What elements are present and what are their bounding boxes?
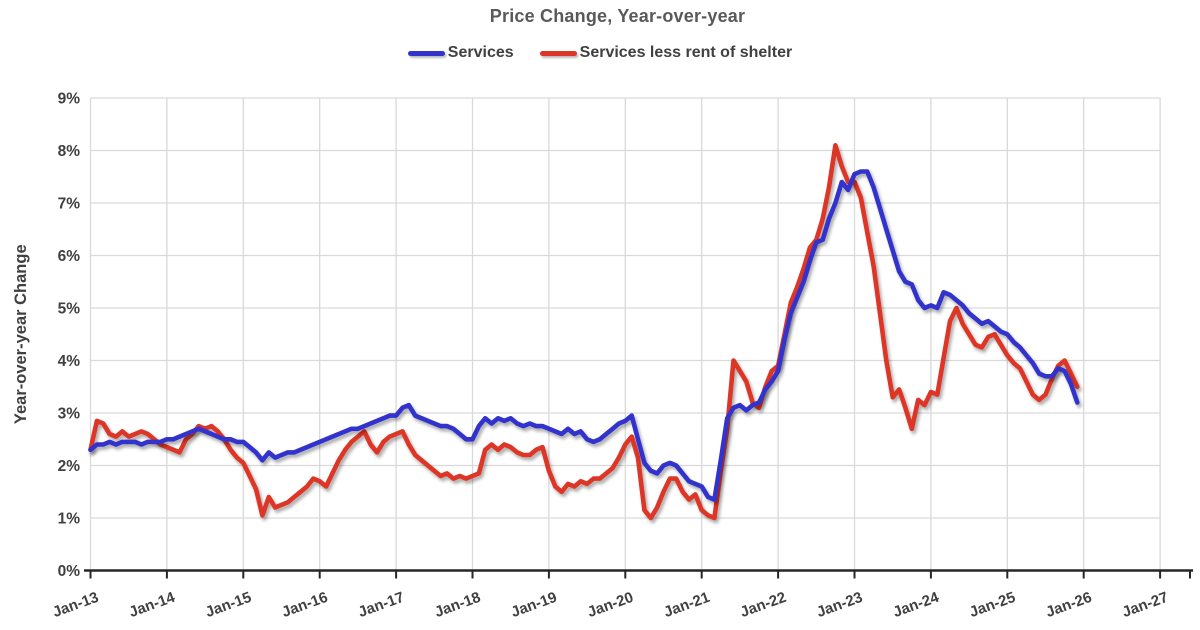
x-tick-label: Jan-18 (432, 589, 482, 621)
x-tick-label: Jan-15 (203, 589, 253, 621)
legend-item-services: Services (407, 44, 514, 62)
legend-item-services-less-rent: Services less rent of shelter (539, 44, 793, 62)
x-tick-label: Jan-17 (356, 589, 406, 621)
x-tick-label: Jan-22 (738, 589, 788, 621)
y-tick-label: 0% (58, 563, 81, 580)
series-line-services-less-rent-of-shelter (88, 143, 1080, 521)
x-tick-label: Jan-23 (814, 589, 864, 621)
y-tick-label: 9% (58, 91, 81, 108)
y-tick-label: 4% (58, 353, 81, 370)
y-tick-label: 6% (58, 248, 81, 265)
y-tick-label: 1% (58, 511, 81, 528)
x-tick-label: Jan-27 (1120, 589, 1170, 621)
x-tick-label: Jan-14 (127, 589, 178, 621)
services-line-swatch (407, 50, 445, 56)
y-tick-label: 2% (58, 458, 81, 475)
legend: Services Services less rent of shelter (0, 44, 1200, 62)
legend-label-services-less-rent: Services less rent of shelter (579, 44, 793, 61)
x-tick-label: Jan-24 (891, 589, 942, 621)
chart-title: Price Change, Year-over-year (489, 6, 746, 26)
x-tick-label: Jan-13 (50, 589, 100, 621)
y-axis-title: Year-over-year Change (12, 244, 30, 424)
series-line-services (88, 169, 1080, 502)
x-tick-label: Jan-25 (967, 589, 1017, 621)
x-tick-label: Jan-21 (662, 589, 712, 621)
y-tick-label: 7% (58, 196, 81, 213)
y-tick-label: 8% (58, 143, 81, 160)
services-less-rent-line-swatch (539, 50, 577, 56)
x-tick-label: Jan-19 (509, 589, 559, 621)
y-tick-label: 3% (58, 406, 81, 423)
x-tick-label: Jan-20 (585, 589, 635, 621)
y-tick-label: 5% (58, 301, 81, 318)
x-tick-label: Jan-16 (280, 589, 330, 621)
x-tick-label: Jan-26 (1044, 589, 1094, 621)
legend-label-services: Services (447, 44, 514, 61)
